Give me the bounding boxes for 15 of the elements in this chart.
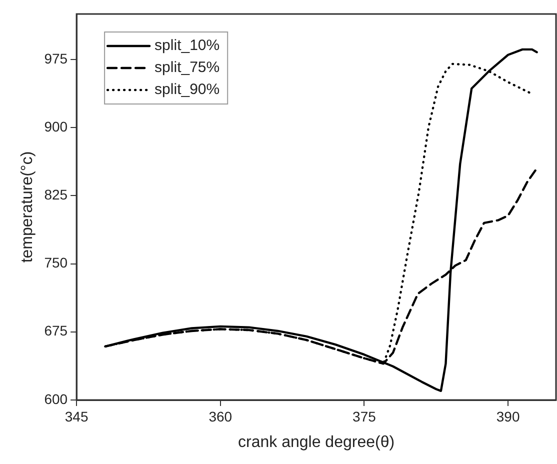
legend-label: split_75% (154, 59, 220, 76)
x-axis-title: crank angle degree(θ) (238, 434, 395, 451)
y-tick-label: 825 (44, 186, 68, 203)
y-axis-title: temperature(°c) (19, 151, 36, 263)
y-tick-label: 675 (44, 322, 68, 339)
y-tick-label: 750 (44, 254, 68, 271)
y-tick-label: 975 (44, 50, 68, 66)
x-tick-label: 360 (208, 408, 232, 424)
x-tick-label: 375 (352, 408, 376, 424)
x-tick-label: 345 (64, 408, 88, 424)
y-tick-label: 900 (44, 118, 68, 134)
x-tick-label: 390 (496, 408, 520, 424)
legend-label: split_10% (154, 37, 220, 54)
y-tick-label: 600 (44, 390, 68, 407)
legend-label: split_90% (154, 81, 220, 98)
